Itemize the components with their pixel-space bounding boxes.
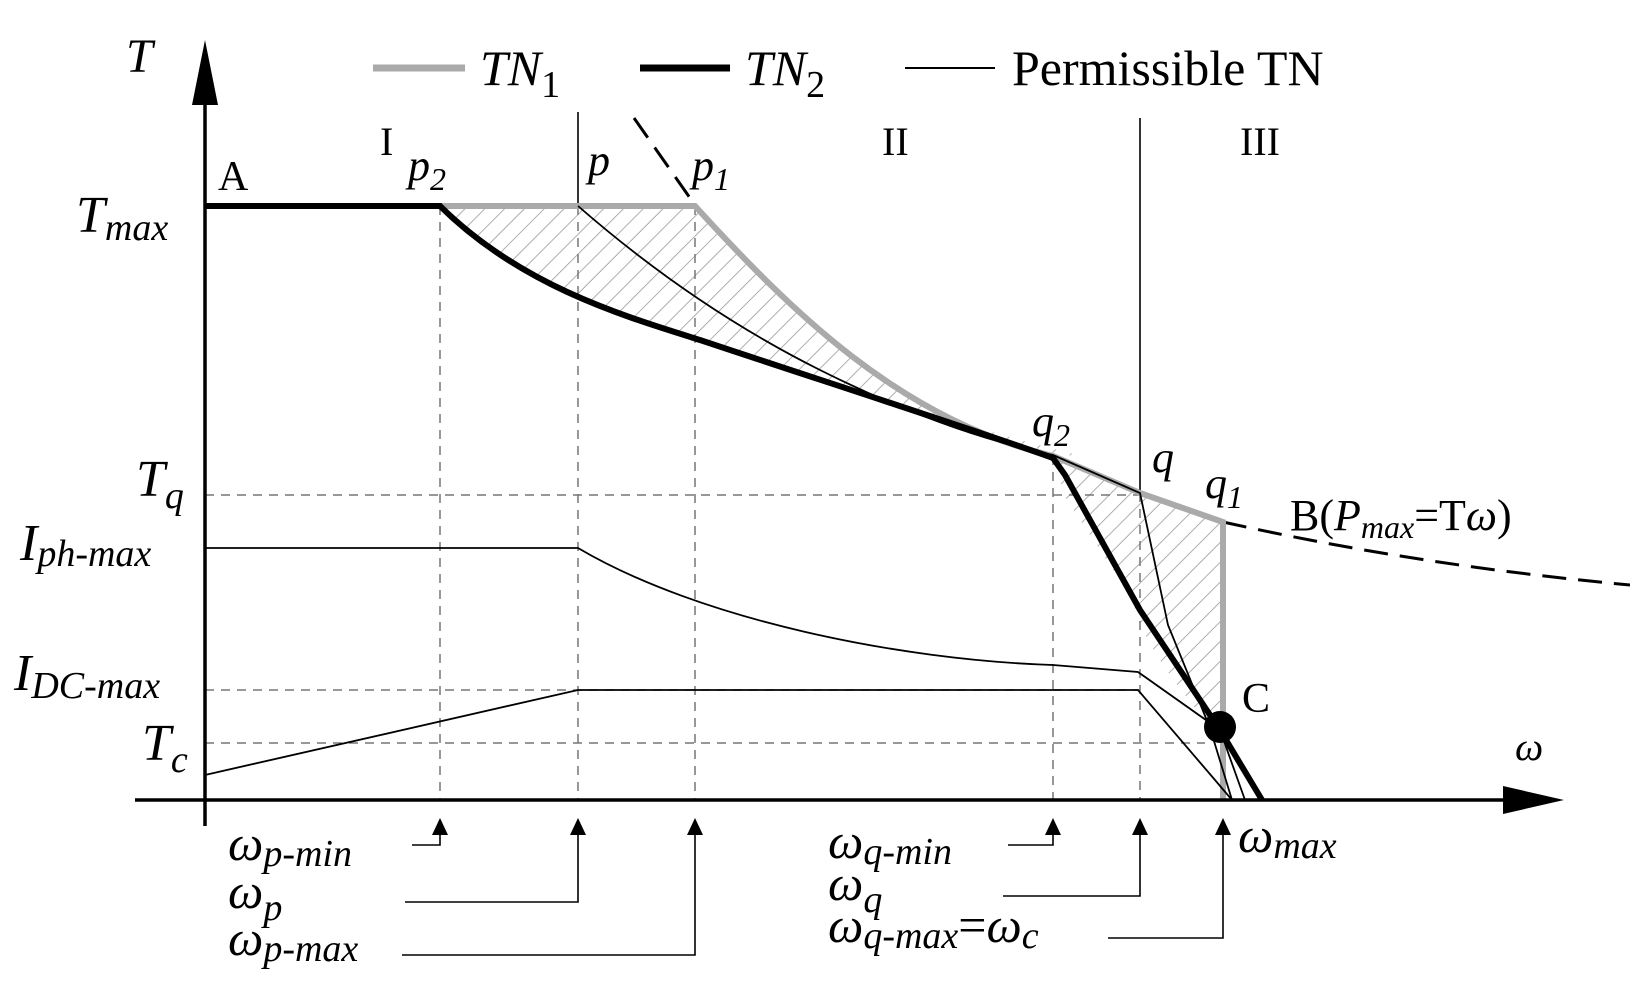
point-q-label: q — [1152, 433, 1174, 482]
region-separators — [577, 112, 1141, 493]
vertical-guides — [439, 206, 1224, 800]
legend-permissible-label: Permissible TN — [1012, 40, 1324, 96]
x-label-wp-max: ωp-max — [228, 910, 358, 970]
legend-tn1-label: TN1 — [480, 40, 560, 106]
x-label-wq: ωq — [828, 855, 882, 921]
x-axis — [135, 786, 1564, 814]
legend-tn2-label: TN2 — [745, 40, 825, 106]
x-label-wq-max-wc: ωq-max=ωc — [828, 897, 1039, 957]
x-label-wmax: ωmax — [1238, 807, 1337, 867]
region-1-label: I — [380, 119, 393, 164]
point-p2-label: p2 — [405, 141, 446, 197]
y-label-tq: Tq — [136, 451, 184, 517]
iph-max-curve — [205, 547, 1246, 801]
point-c-label: C — [1242, 676, 1270, 722]
hatched-region-upper — [440, 206, 1078, 456]
y-axis — [192, 40, 218, 826]
x-axis-label: ω — [1515, 724, 1543, 769]
idc-max-curve — [204, 689, 1233, 801]
x-markers — [432, 818, 1231, 835]
x-label-wp-min: ωp-min — [228, 815, 352, 875]
tn2-curve — [205, 203, 1265, 802]
region-3-label: III — [1240, 119, 1280, 164]
point-p-label: p — [585, 136, 610, 185]
constant-power-curve-b — [632, 117, 1630, 587]
point-p1-label: p1 — [689, 141, 730, 197]
legend: TN1 TN2 Permissible TN — [373, 40, 1324, 106]
point-a-label: A — [218, 154, 249, 200]
horizontal-guides — [205, 494, 1205, 744]
point-q1-label: q1 — [1205, 459, 1243, 515]
region-2-label: II — [882, 119, 909, 164]
y-label-tc: Tc — [142, 715, 188, 781]
point-c-marker — [1204, 711, 1236, 743]
y-label-iph-max: Iph-max — [19, 515, 151, 575]
y-label-idc-max: IDC-max — [13, 645, 160, 707]
x-label-wq-min: ωq-min — [828, 813, 952, 873]
point-b-label: B(Pmax=Tω) — [1290, 491, 1512, 545]
point-q2-label: q2 — [1032, 397, 1070, 453]
y-label-tmax: Tmax — [76, 187, 168, 249]
x-label-leaders — [402, 835, 1224, 956]
y-axis-label: T — [126, 30, 156, 83]
x-label-wp: ωp — [228, 863, 282, 929]
